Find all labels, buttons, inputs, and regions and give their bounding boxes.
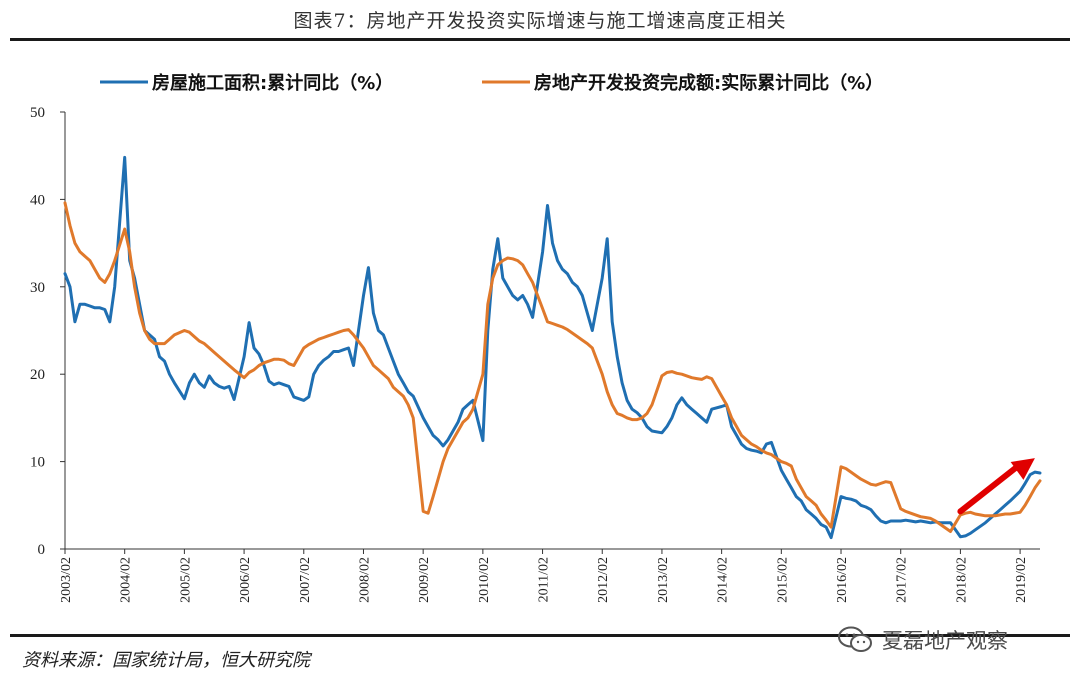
y-tick-label: 40 bbox=[30, 192, 45, 208]
watermark: 夏磊地产观察 bbox=[836, 625, 1008, 655]
legend: 房屋施工面积:累计同比（%） 房地产开发投资完成额:实际累计同比（%） bbox=[100, 72, 883, 94]
legend-label-investment: 房地产开发投资完成额:实际累计同比（%） bbox=[534, 72, 883, 94]
y-tick-label: 30 bbox=[30, 280, 45, 296]
top-divider bbox=[10, 38, 1070, 41]
x-tick-label: 2012/02 bbox=[596, 557, 611, 603]
x-tick-label: 2009/02 bbox=[417, 557, 432, 603]
x-tick-label: 2011/02 bbox=[537, 557, 552, 602]
chart-title: 图表7：房地产开发投资实际增速与施工增速高度正相关 bbox=[293, 10, 787, 32]
series-line-construction bbox=[63, 155, 1042, 540]
x-tick-label: 2004/02 bbox=[119, 557, 134, 603]
x-tick-label: 2003/02 bbox=[59, 557, 74, 603]
x-tick-label: 2013/02 bbox=[656, 557, 671, 603]
x-tick-label: 2006/02 bbox=[238, 557, 253, 603]
x-tick-label: 2014/02 bbox=[716, 557, 731, 603]
watermark-text: 夏磊地产观察 bbox=[882, 629, 1008, 653]
line-chart: 房屋施工面积:累计同比（%） 房地产开发投资完成额:实际累计同比（%） 0 10 2… bbox=[30, 72, 1042, 603]
axes: 0 10 20 30 40 50 2003/02 2004/02 2005/02 2006/02 2… bbox=[30, 105, 1040, 603]
wechat-icon bbox=[838, 626, 872, 652]
x-tick-label: 2016/02 bbox=[835, 557, 850, 603]
legend-label-construction: 房屋施工面积:累计同比（%） bbox=[152, 72, 393, 94]
y-tick-label: 50 bbox=[30, 105, 45, 121]
trend-arrow bbox=[957, 458, 1035, 515]
arrow-head bbox=[1010, 458, 1035, 480]
x-tick-label: 2017/02 bbox=[895, 557, 910, 603]
x-tick-label: 2019/02 bbox=[1014, 557, 1029, 603]
y-tick-label: 10 bbox=[30, 455, 45, 471]
x-tick-label: 2010/02 bbox=[477, 557, 492, 603]
series-line-investment bbox=[63, 201, 1042, 533]
x-tick-label: 2007/02 bbox=[298, 557, 313, 603]
arrow-shaft bbox=[957, 464, 1020, 515]
x-tick-label: 2015/02 bbox=[775, 557, 790, 603]
x-tick-label: 2018/02 bbox=[954, 557, 969, 603]
x-tick-label: 2005/02 bbox=[178, 557, 193, 603]
x-tick-label: 2008/02 bbox=[357, 557, 372, 603]
series-lines bbox=[63, 155, 1042, 540]
y-tick-label: 20 bbox=[30, 367, 45, 383]
y-tick-label: 0 bbox=[38, 542, 46, 558]
bottom-divider bbox=[10, 634, 1070, 637]
source-note: 资料来源：国家统计局，恒大研究院 bbox=[22, 650, 310, 671]
